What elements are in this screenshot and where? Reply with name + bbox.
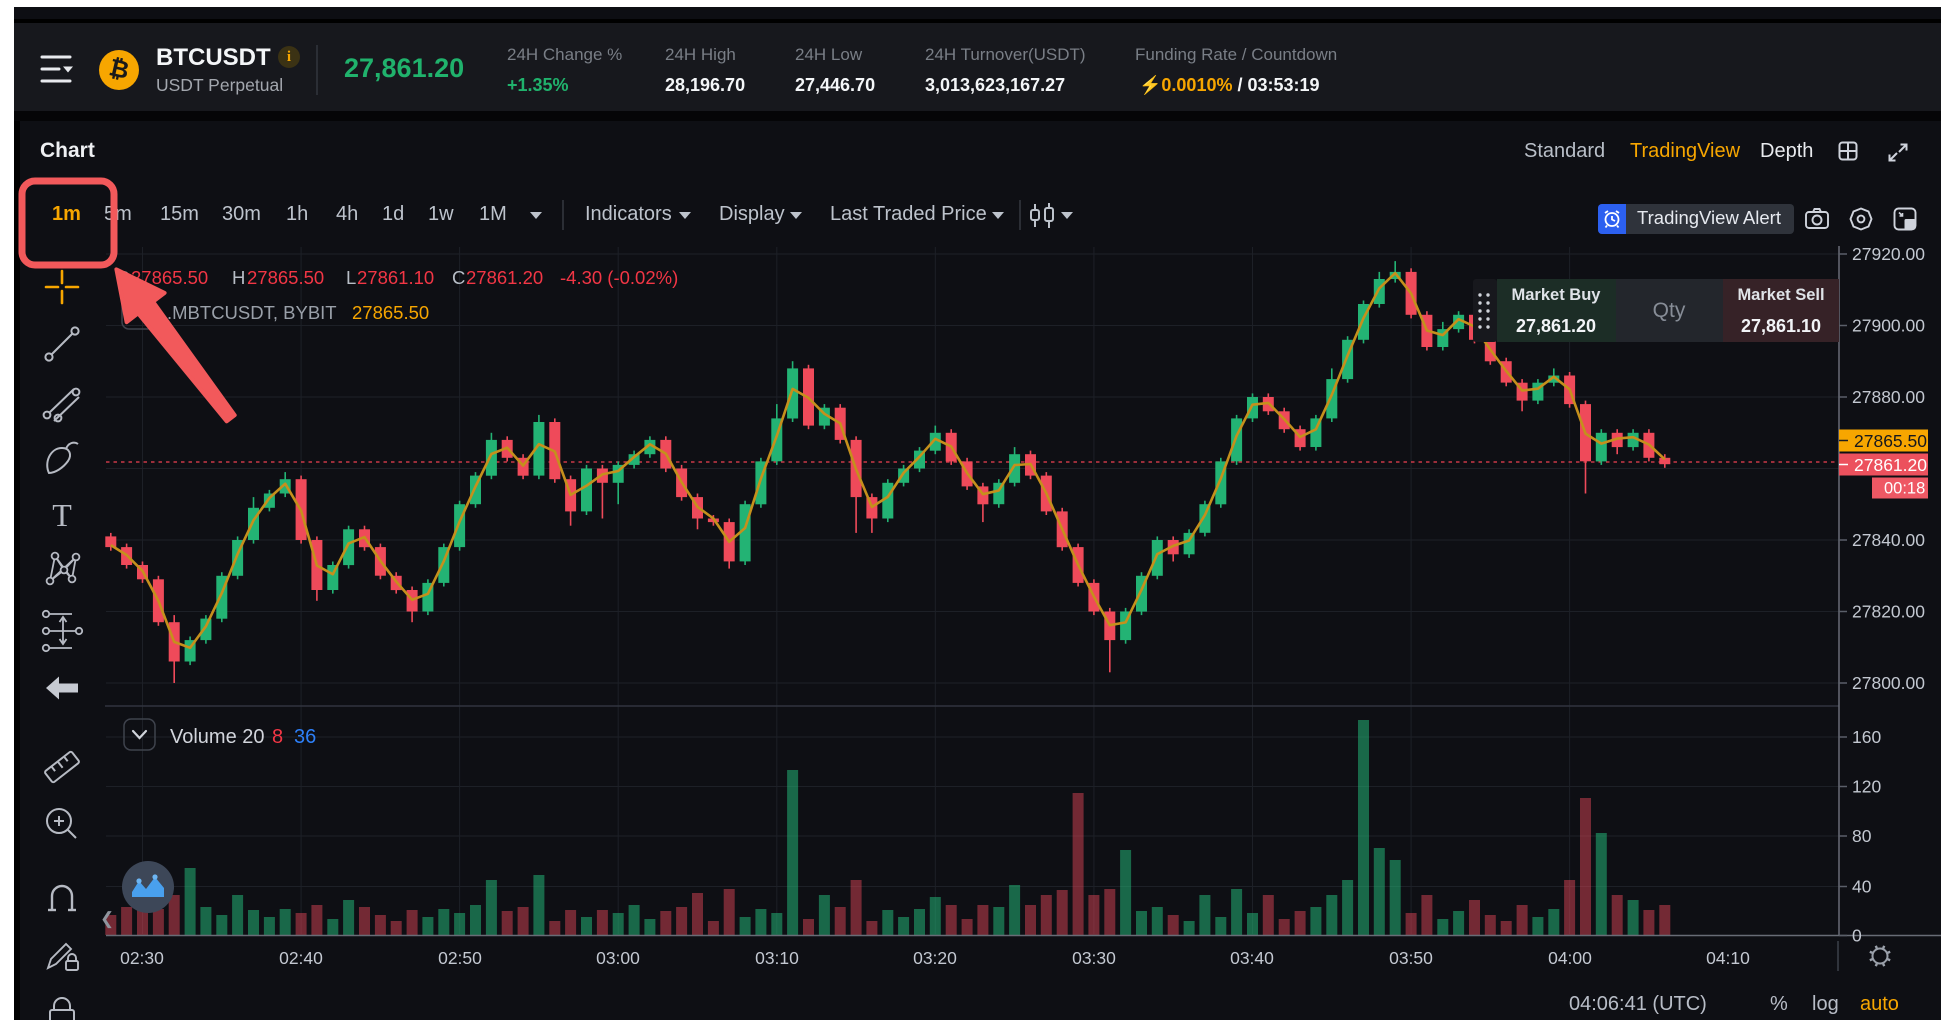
svg-text:02:40: 02:40 [279, 948, 323, 968]
svg-text:Qty: Qty [1653, 299, 1686, 322]
svg-text:03:30: 03:30 [1072, 948, 1116, 968]
svg-text:.MBTCUSDT, BYBIT: .MBTCUSDT, BYBIT [167, 302, 337, 323]
svg-text:27861.20: 27861.20 [1854, 455, 1927, 475]
svg-text:03:00: 03:00 [596, 948, 640, 968]
svg-text:03:10: 03:10 [755, 948, 799, 968]
svg-text:27865.50: 27865.50 [352, 302, 429, 323]
svg-text:27840.00: 27840.00 [1852, 530, 1925, 550]
svg-text:Market Sell: Market Sell [1737, 286, 1824, 304]
svg-text:27920.00: 27920.00 [1852, 244, 1925, 264]
svg-text:27,861.20: 27,861.20 [1516, 316, 1596, 336]
svg-text:36: 36 [294, 726, 316, 748]
svg-text:160: 160 [1852, 727, 1881, 747]
svg-text:27900.00: 27900.00 [1852, 316, 1925, 336]
svg-text:27,861.10: 27,861.10 [1741, 316, 1821, 336]
svg-text:04:00: 04:00 [1548, 948, 1592, 968]
svg-text:0: 0 [1852, 926, 1862, 946]
svg-text:27880.00: 27880.00 [1852, 387, 1925, 407]
svg-text:03:20: 03:20 [913, 948, 957, 968]
svg-text:Market Buy: Market Buy [1512, 286, 1602, 304]
svg-text:❮: ❮ [100, 909, 114, 929]
svg-text:03:50: 03:50 [1389, 948, 1433, 968]
svg-text:02:30: 02:30 [120, 948, 164, 968]
svg-text:8: 8 [272, 726, 283, 748]
svg-text:80: 80 [1852, 826, 1872, 846]
svg-text:T: T [52, 497, 72, 533]
svg-text:27800.00: 27800.00 [1852, 673, 1925, 693]
svg-text:27820.00: 27820.00 [1852, 602, 1925, 622]
svg-text:00:18: 00:18 [1884, 480, 1925, 498]
svg-text:02:50: 02:50 [438, 948, 482, 968]
svg-text:Volume 20: Volume 20 [170, 726, 265, 748]
svg-text:04:10: 04:10 [1706, 948, 1750, 968]
svg-text:40: 40 [1852, 877, 1872, 897]
svg-text:27865.50: 27865.50 [1854, 431, 1927, 451]
svg-text:03:40: 03:40 [1230, 948, 1274, 968]
svg-text:120: 120 [1852, 777, 1881, 797]
